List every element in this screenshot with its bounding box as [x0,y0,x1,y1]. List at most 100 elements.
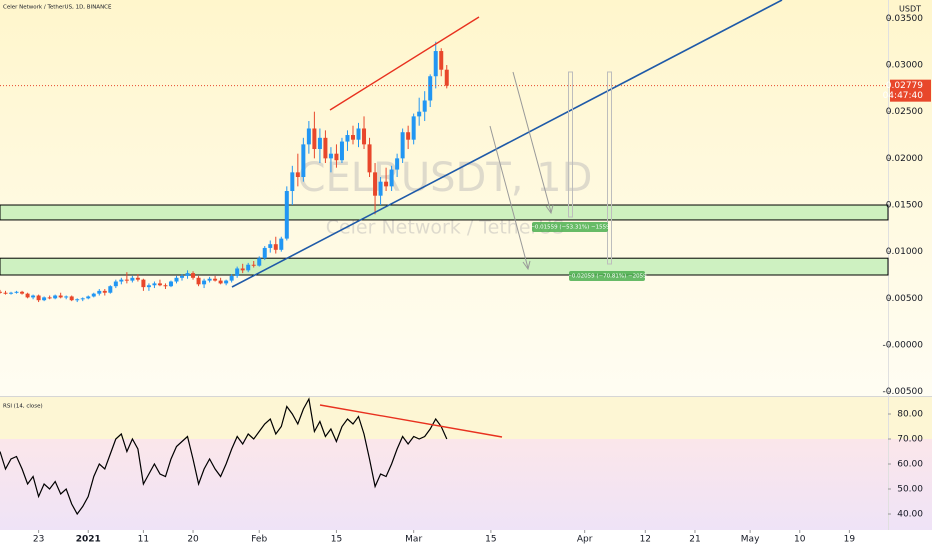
last-price-label: 0.02779 [886,81,923,91]
last-price-box [890,79,931,102]
candle-body [218,280,223,284]
candle-body [25,293,30,298]
y-tick-label: 40.00 [897,510,923,520]
candle-body [362,128,367,145]
price-pane-bg [0,0,932,396]
candle-body [97,290,102,294]
candle-body [323,137,328,159]
candle-body [168,281,173,287]
candle-body [439,51,444,70]
candle-body [279,238,284,250]
candle-body [306,128,311,145]
x-tick-label: May [741,535,760,545]
y-tick-label: -0.00500 [883,387,924,397]
y-tick-label: 0.03500 [886,14,923,24]
y-tick-label: 0.02500 [886,107,923,117]
candle-body [395,158,400,170]
candle-body [389,169,394,187]
candle-body [356,128,361,140]
candle-body [202,280,207,285]
x-tick-label: 23 [33,535,44,545]
candle-body [91,293,96,297]
y-tick-label: 70.00 [897,435,923,445]
measure-label: −0.01559 (−53.31%) −1559 [530,225,610,231]
candle-body [0,291,2,293]
candle-body [31,295,36,298]
measure-label-bg [532,222,608,232]
measure-label-bg [569,271,645,281]
candle-body [119,279,124,282]
candle-body [246,264,251,271]
candle-body [406,132,411,140]
candle-body [373,172,378,196]
candle-body [69,296,74,301]
candle-body [411,116,416,140]
candle-body [174,277,179,282]
candle-body [9,292,14,294]
zone [0,257,889,276]
candle-body [163,285,168,287]
y-unit: USDT [899,5,921,14]
candle-body [268,244,273,248]
candle-body [36,295,41,301]
candle-body [240,268,245,271]
candle-body [191,273,196,278]
candle-body [229,275,234,281]
candle-body [328,153,333,159]
candle-body [146,285,151,288]
measure-bar [568,71,573,218]
x-tick-label: Feb [251,535,267,545]
candle-body [422,100,427,112]
candle-body [3,292,8,294]
candle-body [58,295,63,298]
candle-body [290,172,295,192]
candle-body [251,264,256,266]
candle-body [75,299,80,301]
y-tick-label: 0.01000 [886,247,923,257]
candle-body [185,273,190,276]
candle-body [224,280,229,284]
y-tick-label: 60.00 [897,460,923,470]
candle-body [384,181,389,187]
candle-body [42,297,47,301]
candle-body [102,290,107,293]
candle-body [113,281,118,287]
candle-body [157,283,162,286]
trend-line [231,0,783,288]
rsi-overbought-bg [0,397,932,439]
candle-body [213,278,218,281]
watermark-subtitle: Celer Network / TetherUS [326,217,565,239]
candle-body [433,51,438,77]
candles [0,41,449,303]
rsi-pane-bg [0,439,932,530]
rsi-divergence-line [319,404,503,438]
candle-body [14,291,19,293]
x-tick-label: 11 [138,535,149,545]
candle-body [180,275,185,278]
countdown: 04:47:40 [883,91,924,101]
candle-body [64,296,69,298]
candle-body [80,298,85,300]
candle-body [141,279,146,288]
candle-body [135,277,140,280]
candle-body [417,111,422,117]
watermark: CELRUSDT, 1D [298,155,593,201]
y-tick-label: 0.03000 [886,61,923,71]
candle-body [273,244,278,250]
candle-body [47,297,52,299]
x-tick-label: 21 [689,535,700,545]
candle-body [257,258,262,266]
candle-body [130,277,135,281]
candle-body [345,135,350,142]
rsi-line [0,397,448,516]
candle-body [235,268,240,276]
candle-body [350,135,355,140]
candle-body [428,76,433,101]
measure-label: −0.02059 (−70.81%) −2059 [567,274,647,280]
x-tick-label: 10 [794,535,806,545]
candle-body [334,153,339,161]
candle-body [124,279,129,281]
candle-body [196,277,201,285]
trend-line [329,16,480,111]
